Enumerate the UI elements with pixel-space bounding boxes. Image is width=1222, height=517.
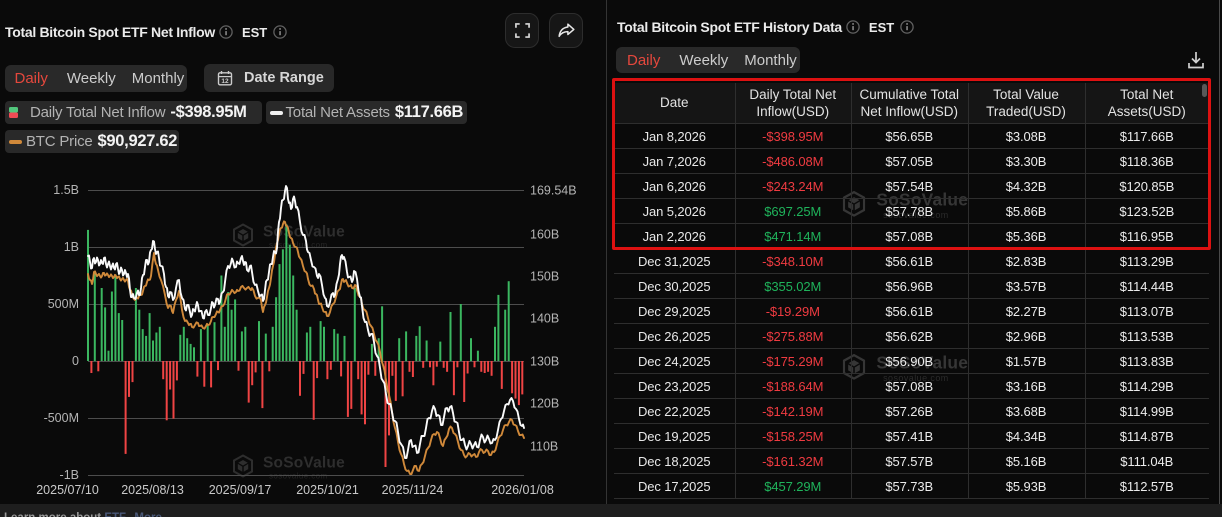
- svg-text:500M: 500M: [48, 297, 79, 311]
- svg-text:-500M: -500M: [44, 411, 79, 425]
- svg-text:-1B: -1B: [60, 468, 79, 482]
- svg-text:150B: 150B: [530, 270, 559, 284]
- svg-text:120B: 120B: [530, 397, 559, 411]
- svg-text:130B: 130B: [530, 355, 559, 369]
- svg-text:169.54B: 169.54B: [530, 184, 577, 198]
- svg-text:1B: 1B: [64, 240, 79, 254]
- svg-text:1.5B: 1.5B: [53, 183, 79, 197]
- svg-text:0: 0: [72, 354, 79, 368]
- svg-text:12: 12: [221, 78, 229, 85]
- svg-text:2025/11/24: 2025/11/24: [382, 483, 444, 497]
- svg-text:160B: 160B: [530, 228, 559, 242]
- svg-text:2025/10/21: 2025/10/21: [296, 483, 359, 497]
- svg-text:2025/07/10: 2025/07/10: [36, 483, 99, 497]
- svg-text:140B: 140B: [530, 312, 559, 326]
- svg-text:2026/01/08: 2026/01/08: [491, 483, 554, 497]
- svg-text:2025/08/13: 2025/08/13: [121, 483, 184, 497]
- svg-text:110B: 110B: [530, 440, 558, 454]
- svg-text:2025/09/17: 2025/09/17: [209, 483, 272, 497]
